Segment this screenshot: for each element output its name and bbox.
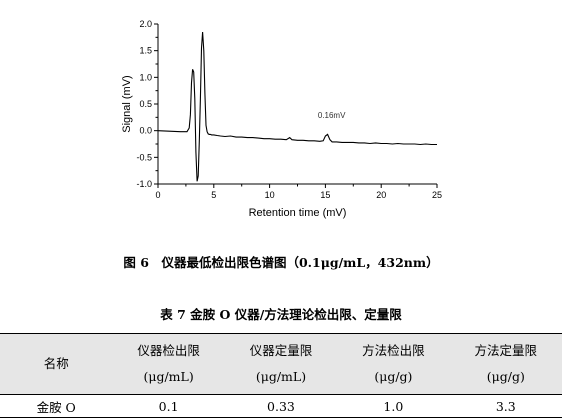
header-method-loq: 方法定量限 (μg/g) (474, 343, 538, 384)
header-instrument-loq: 仪器定量限 (μg/mL) (249, 343, 313, 384)
y-tick-label: 2.0 (139, 19, 152, 29)
chart-annotation: 0.16mV (318, 111, 346, 120)
header-instrument-lod: 仪器检出限 (μg/mL) (137, 343, 200, 384)
chart-series-line (157, 31, 437, 182)
cell-method-lod: 1.0 (337, 394, 450, 418)
y-tick-label: -1.0 (136, 179, 152, 189)
cell-instrument-lod: 0.1 (112, 394, 225, 418)
cell-name: 金胺 O (0, 394, 113, 418)
y-tick-label: 0.0 (139, 126, 152, 136)
x-tick-label: 25 (432, 190, 442, 200)
table-title: 表 7 金胺 O 仪器/方法理论检出限、定量限 (160, 307, 402, 322)
detection-limit-table: 名称 仪器检出限 (μg/mL) 仪器定量限 (μg/mL) 方法检出限 (μg/g)… (0, 333, 562, 418)
x-tick-label: 10 (265, 190, 275, 200)
table-header-row: 名称 仪器检出限 (μg/mL) 仪器定量限 (μg/mL) 方法检出限 (μg/g)… (0, 333, 562, 395)
header-name: 名称 (43, 356, 69, 371)
header-method-lod: 方法检出限 (μg/g) (362, 343, 425, 384)
x-tick-label: 15 (320, 190, 330, 200)
cell-method-loq: 3.3 (449, 394, 562, 418)
y-tick-label: 1.0 (139, 72, 152, 82)
x-tick-label: 5 (211, 190, 216, 200)
y-tick-label: 1.5 (139, 46, 152, 56)
chromatogram-chart: 0 5 10 15 20 25 -1.0 -0.5 0.0 0.5 1.0 1.5 2.0 0.16mV… (121, 19, 442, 219)
x-tick-label: 20 (376, 190, 386, 200)
cell-instrument-loq: 0.33 (224, 394, 338, 418)
figure-caption: 图 6 仪器最低检出限色谱图（0.1μg/mL，432nm） (123, 255, 439, 270)
chart-x-axis-label: Retention time (mV) (249, 207, 347, 219)
table-row: 金胺 O 0.1 0.33 1.0 3.3 (0, 394, 562, 418)
chart-y-axis-label: Signal (mV) (121, 75, 133, 132)
y-tick-label: -0.5 (136, 152, 152, 162)
x-tick-label: 0 (155, 190, 160, 200)
chart-ticks: 0 5 10 15 20 25 -1.0 -0.5 0.0 0.5 1.0 1.5 2.0 (136, 19, 442, 200)
y-tick-label: 0.5 (139, 99, 152, 109)
